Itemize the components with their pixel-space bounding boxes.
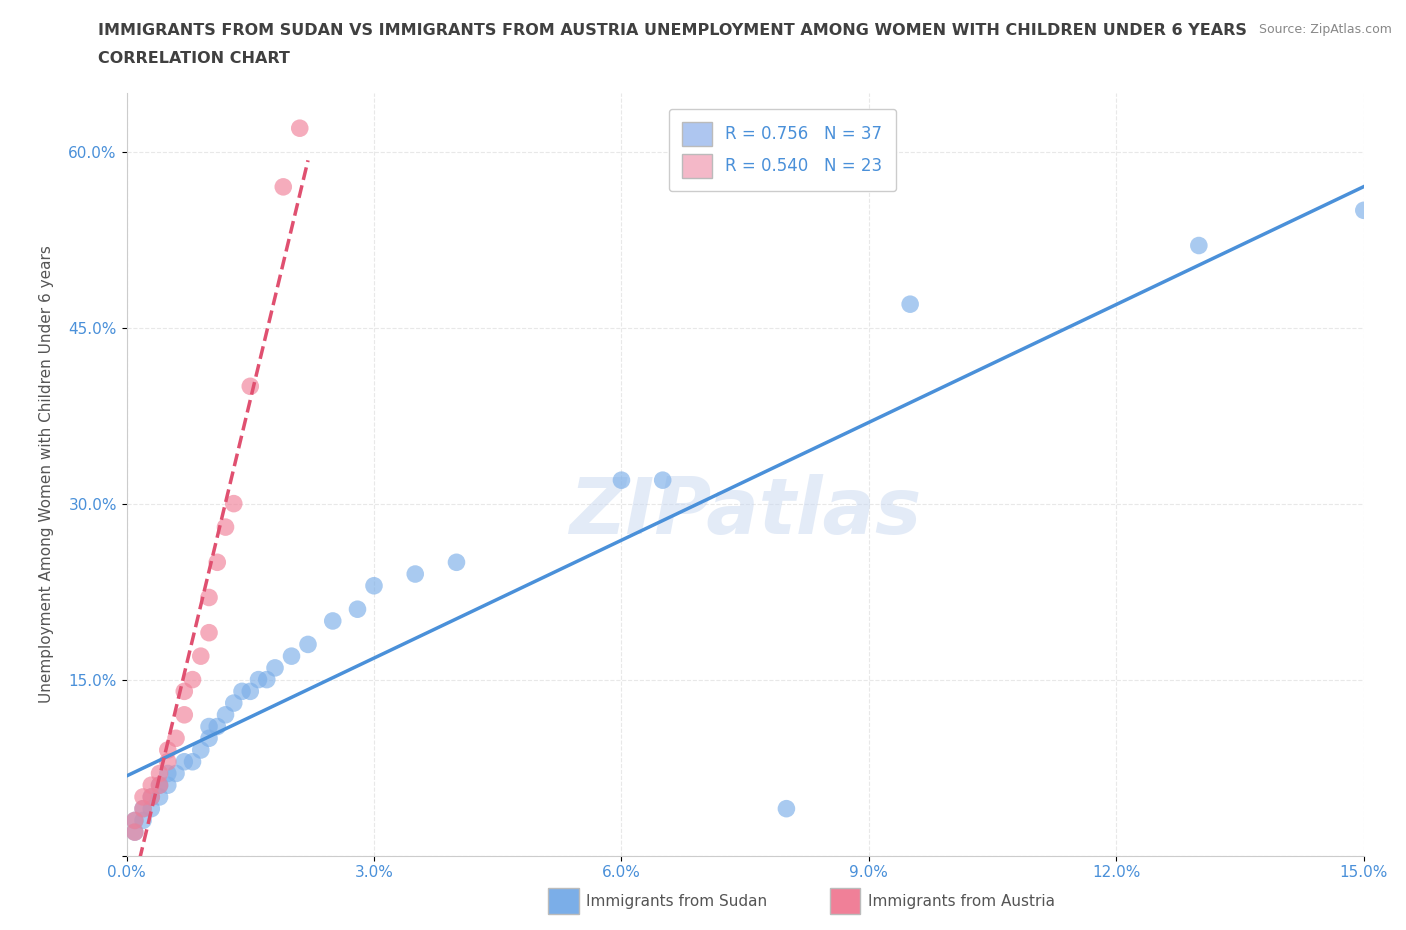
Text: IMMIGRANTS FROM SUDAN VS IMMIGRANTS FROM AUSTRIA UNEMPLOYMENT AMONG WOMEN WITH C: IMMIGRANTS FROM SUDAN VS IMMIGRANTS FROM… [98,23,1247,38]
Point [156,766,179,781]
Point [198,719,221,734]
Point [297,637,319,652]
Point [280,649,302,664]
Text: CORRELATION CHART: CORRELATION CHART [98,51,290,66]
Point [141,777,163,792]
Text: Immigrants from Austria: Immigrants from Austria [868,894,1054,909]
Point [775,802,797,817]
Point [165,766,187,781]
Point [610,472,633,487]
Point [214,520,236,535]
Point [156,754,179,769]
Point [190,742,212,757]
Point [156,777,179,792]
Point [198,731,221,746]
Point [214,708,236,723]
Point [198,625,221,640]
Point [207,555,229,570]
Point [222,497,245,512]
Point [124,813,146,828]
Point [124,825,146,840]
Point [288,121,311,136]
Point [141,790,163,804]
Point [247,672,270,687]
Point [190,649,212,664]
Point [231,684,253,698]
Point [239,379,262,393]
Point [124,813,146,828]
Point [256,672,278,687]
Point [322,614,344,629]
Point [124,825,146,840]
Point [446,555,468,570]
Point [148,777,170,792]
Point [141,790,163,804]
Point [363,578,385,593]
Text: Source: ZipAtlas.com: Source: ZipAtlas.com [1258,23,1392,36]
Point [198,590,221,604]
Point [207,719,229,734]
Point [173,754,195,769]
Point [148,766,170,781]
Point [264,660,287,675]
Point [1188,238,1211,253]
Point [148,790,170,804]
Point [132,790,155,804]
Point [132,802,155,817]
Point [173,708,195,723]
Text: ZIPatlas: ZIPatlas [569,474,921,551]
Point [271,179,294,194]
Point [651,472,673,487]
Point [346,602,368,617]
Point [404,566,426,581]
Point [222,696,245,711]
Point [181,754,204,769]
Legend: R = 0.756   N = 37, R = 0.540   N = 23: R = 0.756 N = 37, R = 0.540 N = 23 [669,109,896,192]
Point [148,777,170,792]
Point [141,802,163,817]
Point [132,802,155,817]
Point [898,297,921,312]
Y-axis label: Unemployment Among Women with Children Under 6 years: Unemployment Among Women with Children U… [39,246,55,703]
Point [1353,203,1375,218]
Point [132,813,155,828]
Text: Immigrants from Sudan: Immigrants from Sudan [586,894,768,909]
Point [181,672,204,687]
Point [156,742,179,757]
Point [165,731,187,746]
Point [239,684,262,698]
Point [173,684,195,698]
